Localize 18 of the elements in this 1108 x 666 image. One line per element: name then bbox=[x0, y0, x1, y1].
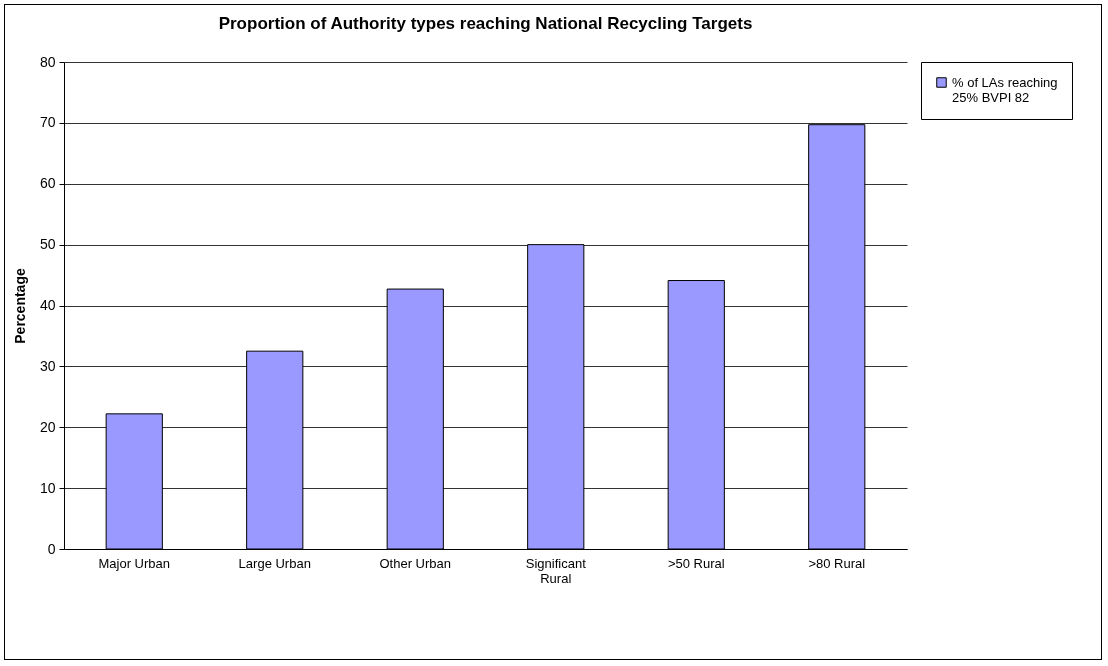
y-tick-label: 40 bbox=[39, 297, 56, 313]
chart-title: Proportion of Authority types reaching National Recycling Targets bbox=[218, 14, 753, 33]
x-tick-label: Other Urban bbox=[379, 555, 452, 571]
y-tick-label: 20 bbox=[39, 418, 56, 435]
x-tick-label: Large Urban bbox=[238, 555, 311, 571]
y-tick-label: 10 bbox=[39, 479, 56, 496]
x-tick-label: >80 Rural bbox=[808, 555, 866, 571]
x-tick-label: Major Urban bbox=[98, 555, 171, 571]
legend-label: % of LAs reaching 25% BVPI 82 bbox=[952, 74, 1058, 105]
x-tick-label: Significant Rural bbox=[525, 555, 587, 586]
x-tick-label: >50 Rural bbox=[667, 555, 725, 571]
y-tick-label: 70 bbox=[39, 114, 56, 131]
y-tick-label: 50 bbox=[39, 236, 56, 253]
y-tick-label: 0 bbox=[47, 540, 56, 557]
y-tick-label: 30 bbox=[39, 357, 56, 374]
y-tick-label: 80 bbox=[39, 53, 56, 70]
y-axis-title: Percentage bbox=[11, 268, 28, 344]
y-tick-label: 60 bbox=[39, 175, 56, 192]
